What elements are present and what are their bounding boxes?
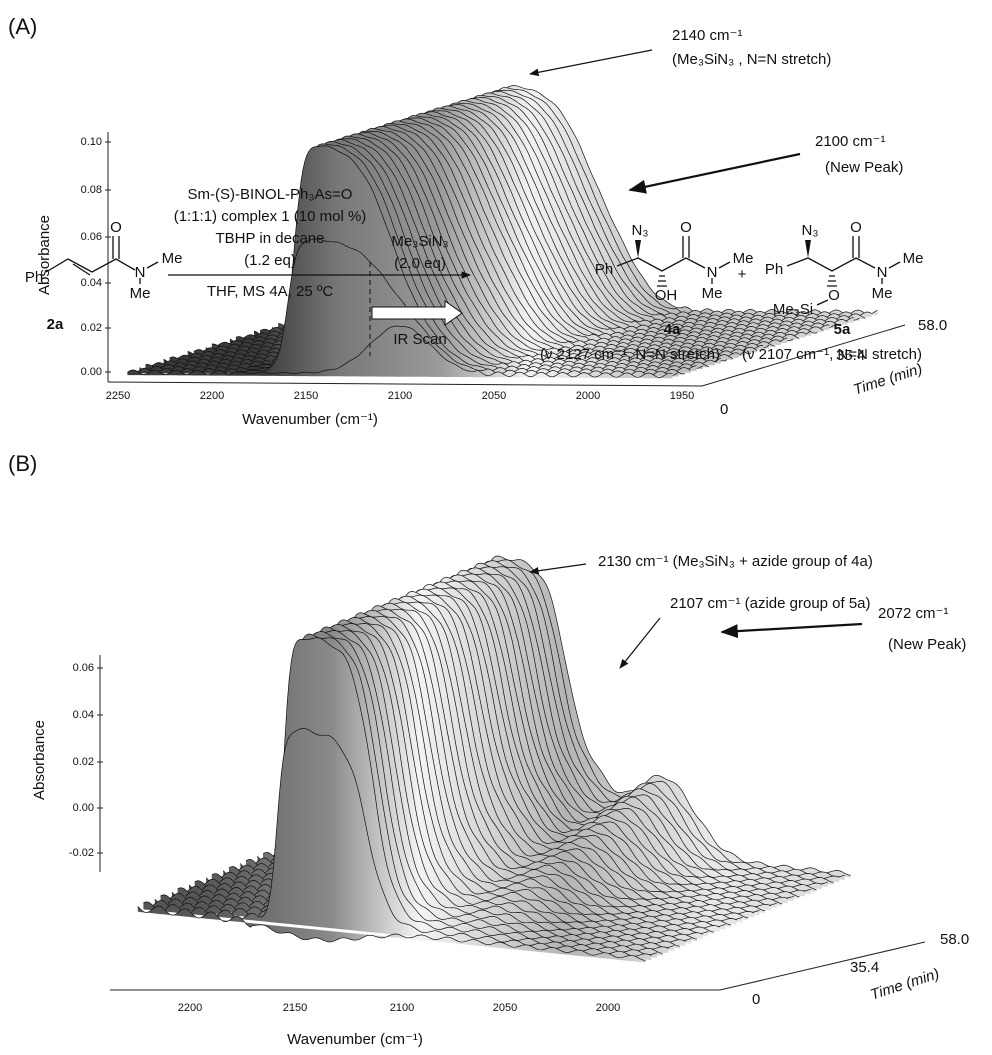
annotation: 2130 cm⁻¹ (Me₃SiN₃ + azide group of 4a) bbox=[598, 553, 873, 570]
y-tick-label: 0.04 bbox=[81, 277, 102, 289]
annotation: 2140 cm⁻¹ bbox=[672, 27, 742, 44]
annotation: 2100 cm⁻¹ bbox=[815, 133, 885, 150]
x-tick-label: 2100 bbox=[390, 1002, 414, 1014]
arrow bbox=[722, 624, 862, 632]
wedge bbox=[635, 240, 641, 258]
panel-label: (B) bbox=[8, 451, 37, 476]
x-tick-label: 2000 bbox=[576, 390, 600, 402]
atom: Me bbox=[162, 250, 183, 267]
y-tick-label: 0.02 bbox=[73, 756, 94, 768]
annotation: 2072 cm⁻¹ bbox=[878, 605, 948, 622]
atom: OH bbox=[655, 287, 678, 304]
x-tick-label: 2100 bbox=[388, 390, 412, 402]
atom: Ph bbox=[765, 261, 783, 278]
y-tick-label: 0.06 bbox=[81, 231, 102, 243]
atom: O bbox=[850, 219, 862, 236]
atom: Ph bbox=[595, 261, 613, 278]
x-tick-label: 2150 bbox=[294, 390, 318, 402]
atom: N bbox=[135, 264, 146, 281]
y-tick-label: 0.00 bbox=[73, 802, 94, 814]
arrow bbox=[630, 154, 800, 190]
atom: Me bbox=[130, 285, 151, 302]
y-tick-label: 0.04 bbox=[73, 709, 94, 721]
atom: N bbox=[877, 264, 888, 281]
atom: O bbox=[828, 287, 840, 304]
atom: Ph bbox=[25, 269, 43, 286]
y-tick-label: 0.02 bbox=[81, 322, 102, 334]
x-axis-label: Wavenumber (cm⁻¹) bbox=[242, 411, 378, 428]
surface-plot bbox=[138, 556, 851, 963]
panel-label: (A) bbox=[8, 14, 37, 39]
y-tick-label: 0.08 bbox=[81, 184, 102, 196]
time-tick-label: 0 bbox=[720, 401, 728, 418]
conditions: THF, MS 4A, 25 ºC bbox=[207, 283, 334, 300]
atom: N bbox=[707, 264, 718, 281]
atom: Me bbox=[872, 285, 893, 302]
time-axis-label: Time (min) bbox=[851, 360, 924, 398]
x-tick-label: 2150 bbox=[283, 1002, 307, 1014]
arrow bbox=[530, 50, 652, 74]
catalyst: Sm-(S)-BINOL-Ph₃As=O bbox=[188, 186, 353, 203]
arrow bbox=[530, 564, 586, 572]
atom: N₃ bbox=[632, 222, 649, 239]
compound-label: 4a bbox=[664, 321, 681, 338]
x-tick-label: 2200 bbox=[200, 390, 224, 402]
reagent: (2.0 eq) bbox=[394, 255, 446, 272]
x-axis bbox=[108, 382, 702, 386]
catalyst: (1:1:1) complex 1 (10 mol %) bbox=[174, 208, 367, 225]
atom: Me bbox=[903, 250, 924, 267]
compound-label: 5a bbox=[834, 321, 851, 338]
reagent: Me₃SiN₃ bbox=[391, 233, 448, 250]
annotation: (New Peak) bbox=[888, 636, 966, 653]
x-tick-label: 2250 bbox=[106, 390, 130, 402]
atom: Me bbox=[702, 285, 723, 302]
time-tick-label: 35.4 bbox=[850, 959, 879, 976]
annotation: (Me₃SiN₃ , N=N stretch) bbox=[672, 51, 831, 68]
y-tick-label: 0.10 bbox=[81, 136, 102, 148]
atom: Me bbox=[733, 250, 754, 267]
time-tick-label: 0 bbox=[752, 991, 760, 1008]
y-tick-label: 0.00 bbox=[81, 366, 102, 378]
x-axis-label: Wavenumber (cm⁻¹) bbox=[287, 1031, 423, 1048]
compound-note: (ν 2127 cm⁻¹, N=N stretch) bbox=[540, 346, 720, 363]
annotation: (New Peak) bbox=[825, 159, 903, 176]
catalyst: TBHP in decane bbox=[216, 230, 325, 247]
compound-note: (ν 2107 cm⁻¹, N=N stretch) bbox=[742, 346, 922, 363]
annotation: 2107 cm⁻¹ (azide group of 5a) bbox=[670, 595, 871, 612]
x-tick-label: 2050 bbox=[493, 1002, 517, 1014]
x-tick-label: 1950 bbox=[670, 390, 694, 402]
arrow bbox=[620, 618, 660, 668]
atom: Me₃Si bbox=[773, 301, 813, 318]
x-tick-label: 2000 bbox=[596, 1002, 620, 1014]
time-tick-label: 58.0 bbox=[940, 931, 969, 948]
catalyst: (1.2 eq) bbox=[244, 252, 296, 269]
compound-label: 2a bbox=[47, 316, 64, 333]
x-tick-label: 2200 bbox=[178, 1002, 202, 1014]
x-tick-label: 2050 bbox=[482, 390, 506, 402]
figure: (A) 0.00 0.02 0.04 0.06 0.08 0.10 2250 2200 2150… bbox=[0, 0, 992, 1055]
atom: N₃ bbox=[802, 222, 819, 239]
plus: + bbox=[738, 266, 747, 283]
ir-label: IR Scan bbox=[393, 331, 446, 348]
atom: O bbox=[110, 219, 122, 236]
time-tick-label: 58.0 bbox=[918, 317, 947, 334]
atom: O bbox=[680, 219, 692, 236]
y-axis-label: Absorbance bbox=[31, 720, 48, 800]
y-tick-label: -0.02 bbox=[69, 847, 94, 859]
y-tick-label: 0.06 bbox=[73, 662, 94, 674]
wedge bbox=[805, 240, 811, 258]
